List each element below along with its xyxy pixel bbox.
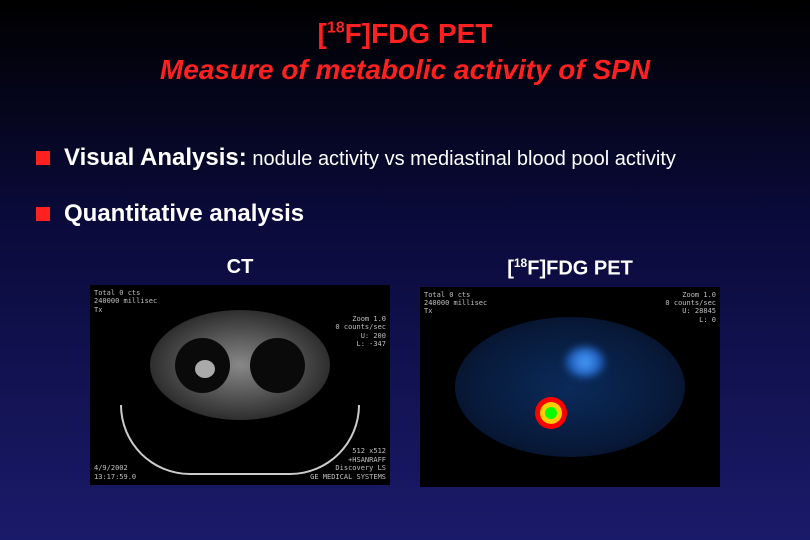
pet-meta-topleft: Total 0 cts240000 millisecTx	[424, 291, 487, 316]
title-line-2: Measure of metabolic activity of SPN	[0, 54, 810, 86]
title-superscript: 18	[327, 20, 345, 37]
ct-body-icon	[150, 310, 330, 420]
pet-label-suffix: F]FDG PET	[527, 258, 633, 280]
pet-body-icon	[455, 317, 685, 457]
bullet-marker-icon	[36, 207, 50, 221]
ct-lung-right-icon	[250, 338, 305, 393]
ct-meta-botright: 512 x512+HSANRAFFDiscovery LSGE MEDICAL …	[310, 447, 386, 481]
ct-meta-botleft: 4/9/200213:17:59.0	[94, 464, 136, 481]
bullet-bold: Visual Analysis:	[64, 144, 247, 171]
ct-scan-image: Total 0 cts240000 millisecTx Zoom 1.00 c…	[90, 285, 390, 485]
bullet-item: Quantitative analysis	[36, 200, 810, 228]
pet-label-prefix: [	[507, 258, 514, 280]
pet-activity-icon	[565, 347, 605, 377]
title-line-1: [18F]FDG PET	[0, 18, 810, 50]
scan-images-row: CT Total 0 cts240000 millisecTx Zoom 1.0…	[0, 256, 810, 487]
ct-meta-topright: Zoom 1.00 counts/secU: 200L: -347	[335, 315, 386, 349]
pet-roi-ring-inner	[545, 407, 557, 419]
ct-nodule-icon	[195, 360, 215, 378]
pet-column: [18F]FDG PET Total 0 cts240000 millisecT…	[420, 256, 720, 487]
bullet-desc: nodule activity vs mediastinal blood poo…	[247, 148, 676, 170]
bullet-bold: Quantitative analysis	[64, 200, 304, 227]
ct-column: CT Total 0 cts240000 millisecTx Zoom 1.0…	[90, 256, 390, 487]
bullet-item: Visual Analysis: nodule activity vs medi…	[36, 144, 810, 172]
bullet-text: Quantitative analysis	[64, 200, 304, 228]
title-prefix: [	[318, 18, 327, 49]
title-suffix: F]FDG PET	[345, 18, 493, 49]
pet-roi-icon	[535, 397, 567, 429]
slide-title: [18F]FDG PET Measure of metabolic activi…	[0, 0, 810, 86]
bullet-list: Visual Analysis: nodule activity vs medi…	[0, 144, 810, 228]
bullet-text: Visual Analysis: nodule activity vs medi…	[64, 144, 676, 172]
pet-label: [18F]FDG PET	[507, 256, 633, 281]
bullet-marker-icon	[36, 151, 50, 165]
ct-meta-topleft: Total 0 cts240000 millisecTx	[94, 289, 157, 314]
pet-scan-image: Total 0 cts240000 millisecTx Zoom 1.00 c…	[420, 287, 720, 487]
ct-label: CT	[227, 256, 254, 279]
pet-label-sup: 18	[514, 256, 527, 270]
pet-meta-topright: Zoom 1.00 counts/secU: 28845L: 0	[665, 291, 716, 325]
